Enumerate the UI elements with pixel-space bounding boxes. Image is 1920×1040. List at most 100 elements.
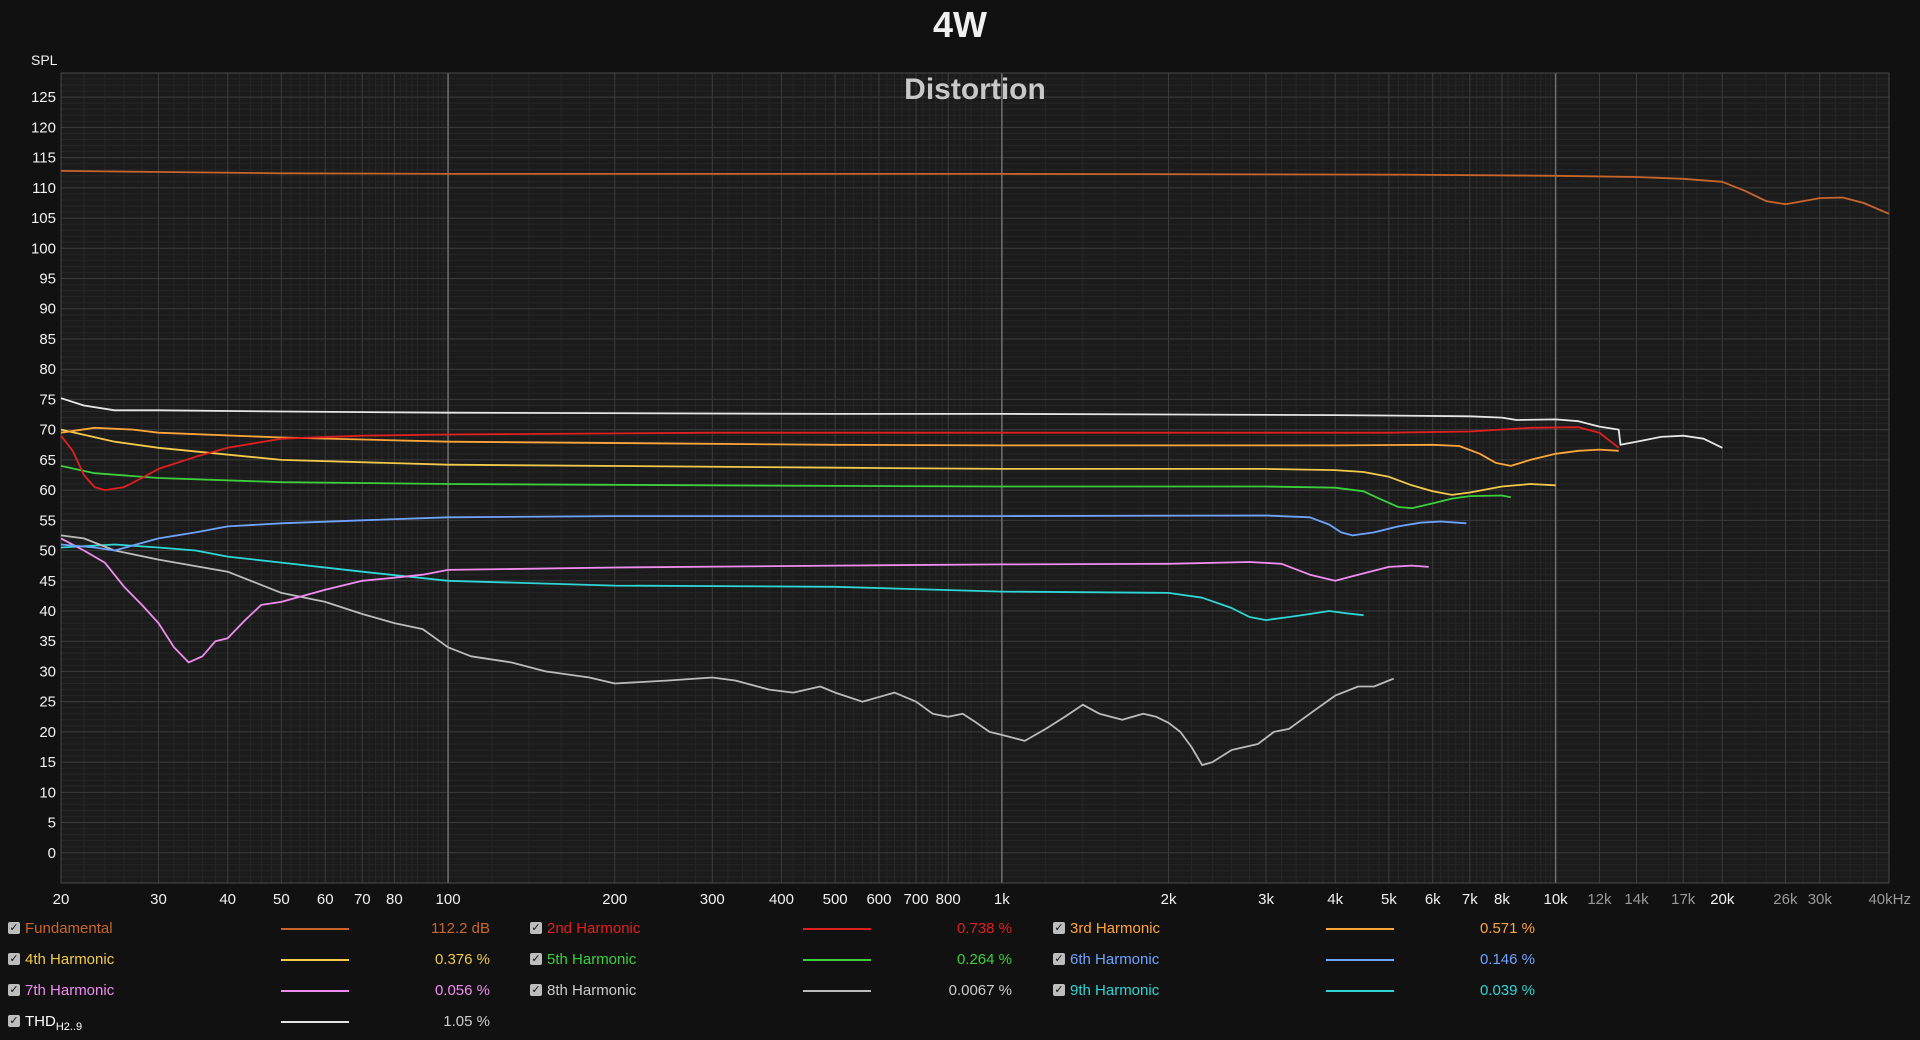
y-tick-label: 100: [31, 240, 56, 257]
y-tick-label: 120: [31, 119, 56, 136]
x-tick-label: 200: [602, 891, 627, 908]
x-tick-label: 30k: [1808, 891, 1833, 908]
legend-swatch: [803, 928, 871, 930]
y-tick-label: 115: [32, 150, 56, 167]
series-5th-harmonic: [60, 465, 1511, 510]
legend-item-thd: ✓ THDH2..9 1.05 %: [8, 1009, 498, 1037]
legend-item-9th-harmonic: ✓ 9th Harmonic 0.039 %: [1053, 978, 1543, 1006]
legend-item-4th-harmonic: ✓ 4th Harmonic 0.376 %: [8, 947, 498, 975]
legend-item-fundamental: ✓ Fundamental 112.2 dB: [8, 916, 498, 944]
legend-swatch: [281, 959, 349, 961]
series-4th-harmonic: [60, 428, 1556, 496]
legend-checkbox-9th-harmonic[interactable]: ✓: [1053, 984, 1065, 996]
y-tick-label: 70: [39, 422, 56, 439]
legend-swatch: [803, 990, 871, 992]
y-tick-label: 35: [39, 633, 56, 650]
y-axis-label: SPL: [31, 52, 58, 68]
legend-value: 112.2 dB: [431, 920, 490, 937]
legend-checkbox-4th-harmonic[interactable]: ✓: [8, 953, 20, 965]
y-tick-label: 85: [39, 331, 56, 348]
legend-checkbox-6th-harmonic[interactable]: ✓: [1053, 953, 1065, 965]
legend-item-7th-harmonic: ✓ 7th Harmonic 0.056 %: [8, 978, 498, 1006]
y-tick-label: 30: [39, 663, 56, 680]
legend-label: 7th Harmonic: [25, 982, 115, 999]
legend-checkbox-3rd-harmonic[interactable]: ✓: [1053, 922, 1065, 934]
series-9th-harmonic: [60, 543, 1364, 621]
y-tick-label: 5: [48, 815, 56, 832]
legend-checkbox-8th-harmonic[interactable]: ✓: [530, 984, 542, 996]
legend-value: 0.264 %: [956, 951, 1012, 968]
y-tick-label: 60: [39, 482, 56, 499]
x-tick-label: 70: [354, 891, 371, 908]
x-tick-label: 12k: [1587, 891, 1612, 908]
page-title: 4W: [933, 4, 987, 45]
legend-swatch: [281, 990, 349, 992]
x-tick-label: 40kHz: [1868, 891, 1911, 908]
x-tick-label: 300: [700, 891, 725, 908]
x-tick-label: 20: [53, 891, 70, 908]
legend-value: 0.0067 %: [948, 982, 1012, 999]
y-tick-label: 0: [48, 845, 56, 862]
distortion-chart: 0 5 10 15 20 25 30 35 40 45 50 55 60 65 70 75 80 85 90 95 10…: [31, 52, 1911, 908]
x-tick-label: 500: [823, 891, 848, 908]
legend-label: 4th Harmonic: [25, 951, 115, 968]
legend-label: THDH2..9: [25, 1013, 83, 1033]
legend-swatch: [1326, 990, 1394, 992]
x-tick-label: 60: [317, 891, 334, 908]
legend-value: 0.571 %: [1479, 920, 1535, 937]
y-tick-label: 40: [39, 603, 56, 620]
y-tick-label: 80: [39, 361, 56, 378]
x-tick-label: 4k: [1327, 891, 1343, 908]
legend-checkbox-2nd-harmonic[interactable]: ✓: [530, 922, 542, 934]
legend-value: 0.376 %: [434, 951, 490, 968]
x-tick-label: 600: [866, 891, 891, 908]
x-tick-label: 40: [219, 891, 236, 908]
legend-swatch: [1326, 959, 1394, 961]
x-tick-label: 17k: [1671, 891, 1696, 908]
x-tick-label: 5k: [1381, 891, 1397, 908]
x-tick-label: 8k: [1494, 891, 1510, 908]
series-fundamental: [60, 170, 1890, 215]
x-tick-label: 20k: [1710, 891, 1735, 908]
legend-value: 0.056 %: [434, 982, 490, 999]
legend-label: 9th Harmonic: [1070, 982, 1160, 999]
x-tick-label: 26k: [1773, 891, 1798, 908]
y-tick-label: 20: [39, 724, 56, 741]
legend-swatch: [281, 1021, 349, 1023]
x-tick-label: 3k: [1258, 891, 1274, 908]
legend-checkbox-5th-harmonic[interactable]: ✓: [530, 953, 542, 965]
legend-label: Fundamental: [25, 920, 113, 937]
legend-item-2nd-harmonic: ✓ 2nd Harmonic 0.738 %: [530, 916, 1020, 944]
x-tick-label: 2k: [1161, 891, 1177, 908]
legend-label: 2nd Harmonic: [547, 920, 641, 937]
y-tick-label: 95: [39, 271, 56, 288]
legend-checkbox-thd[interactable]: ✓: [8, 1015, 20, 1027]
series-2nd-harmonic: [60, 426, 1620, 491]
legend-label: 5th Harmonic: [547, 951, 637, 968]
plot-border: [60, 72, 1890, 884]
legend-checkbox-7th-harmonic[interactable]: ✓: [8, 984, 20, 996]
y-tick-label: 105: [31, 210, 56, 227]
legend-label: 8th Harmonic: [547, 982, 637, 999]
legend-checkbox-fundamental[interactable]: ✓: [8, 922, 20, 934]
x-tick-label: 6k: [1425, 891, 1441, 908]
x-tick-label: 7k: [1462, 891, 1478, 908]
legend-label: 6th Harmonic: [1070, 951, 1160, 968]
x-tick-label: 50: [273, 891, 290, 908]
y-tick-label: 45: [39, 573, 56, 590]
x-tick-label: 1k: [994, 891, 1010, 908]
y-tick-label: 55: [39, 512, 56, 529]
legend-item-5th-harmonic: ✓ 5th Harmonic 0.264 %: [530, 947, 1020, 975]
legend-value: 0.146 %: [1479, 951, 1535, 968]
legend-item-6th-harmonic: ✓ 6th Harmonic 0.146 %: [1053, 947, 1543, 975]
series-7th-harmonic: [60, 537, 1429, 664]
y-tick-label: 25: [39, 694, 56, 711]
series-thd: [60, 397, 1723, 449]
y-tick-label: 15: [39, 754, 56, 771]
series-3rd-harmonic: [60, 426, 1619, 467]
x-tick-label: 30: [150, 891, 167, 908]
y-tick-label: 110: [32, 180, 56, 197]
series-8th-harmonic: [60, 534, 1395, 766]
y-tick-label: 65: [39, 452, 56, 469]
y-tick-label: 50: [39, 543, 56, 560]
